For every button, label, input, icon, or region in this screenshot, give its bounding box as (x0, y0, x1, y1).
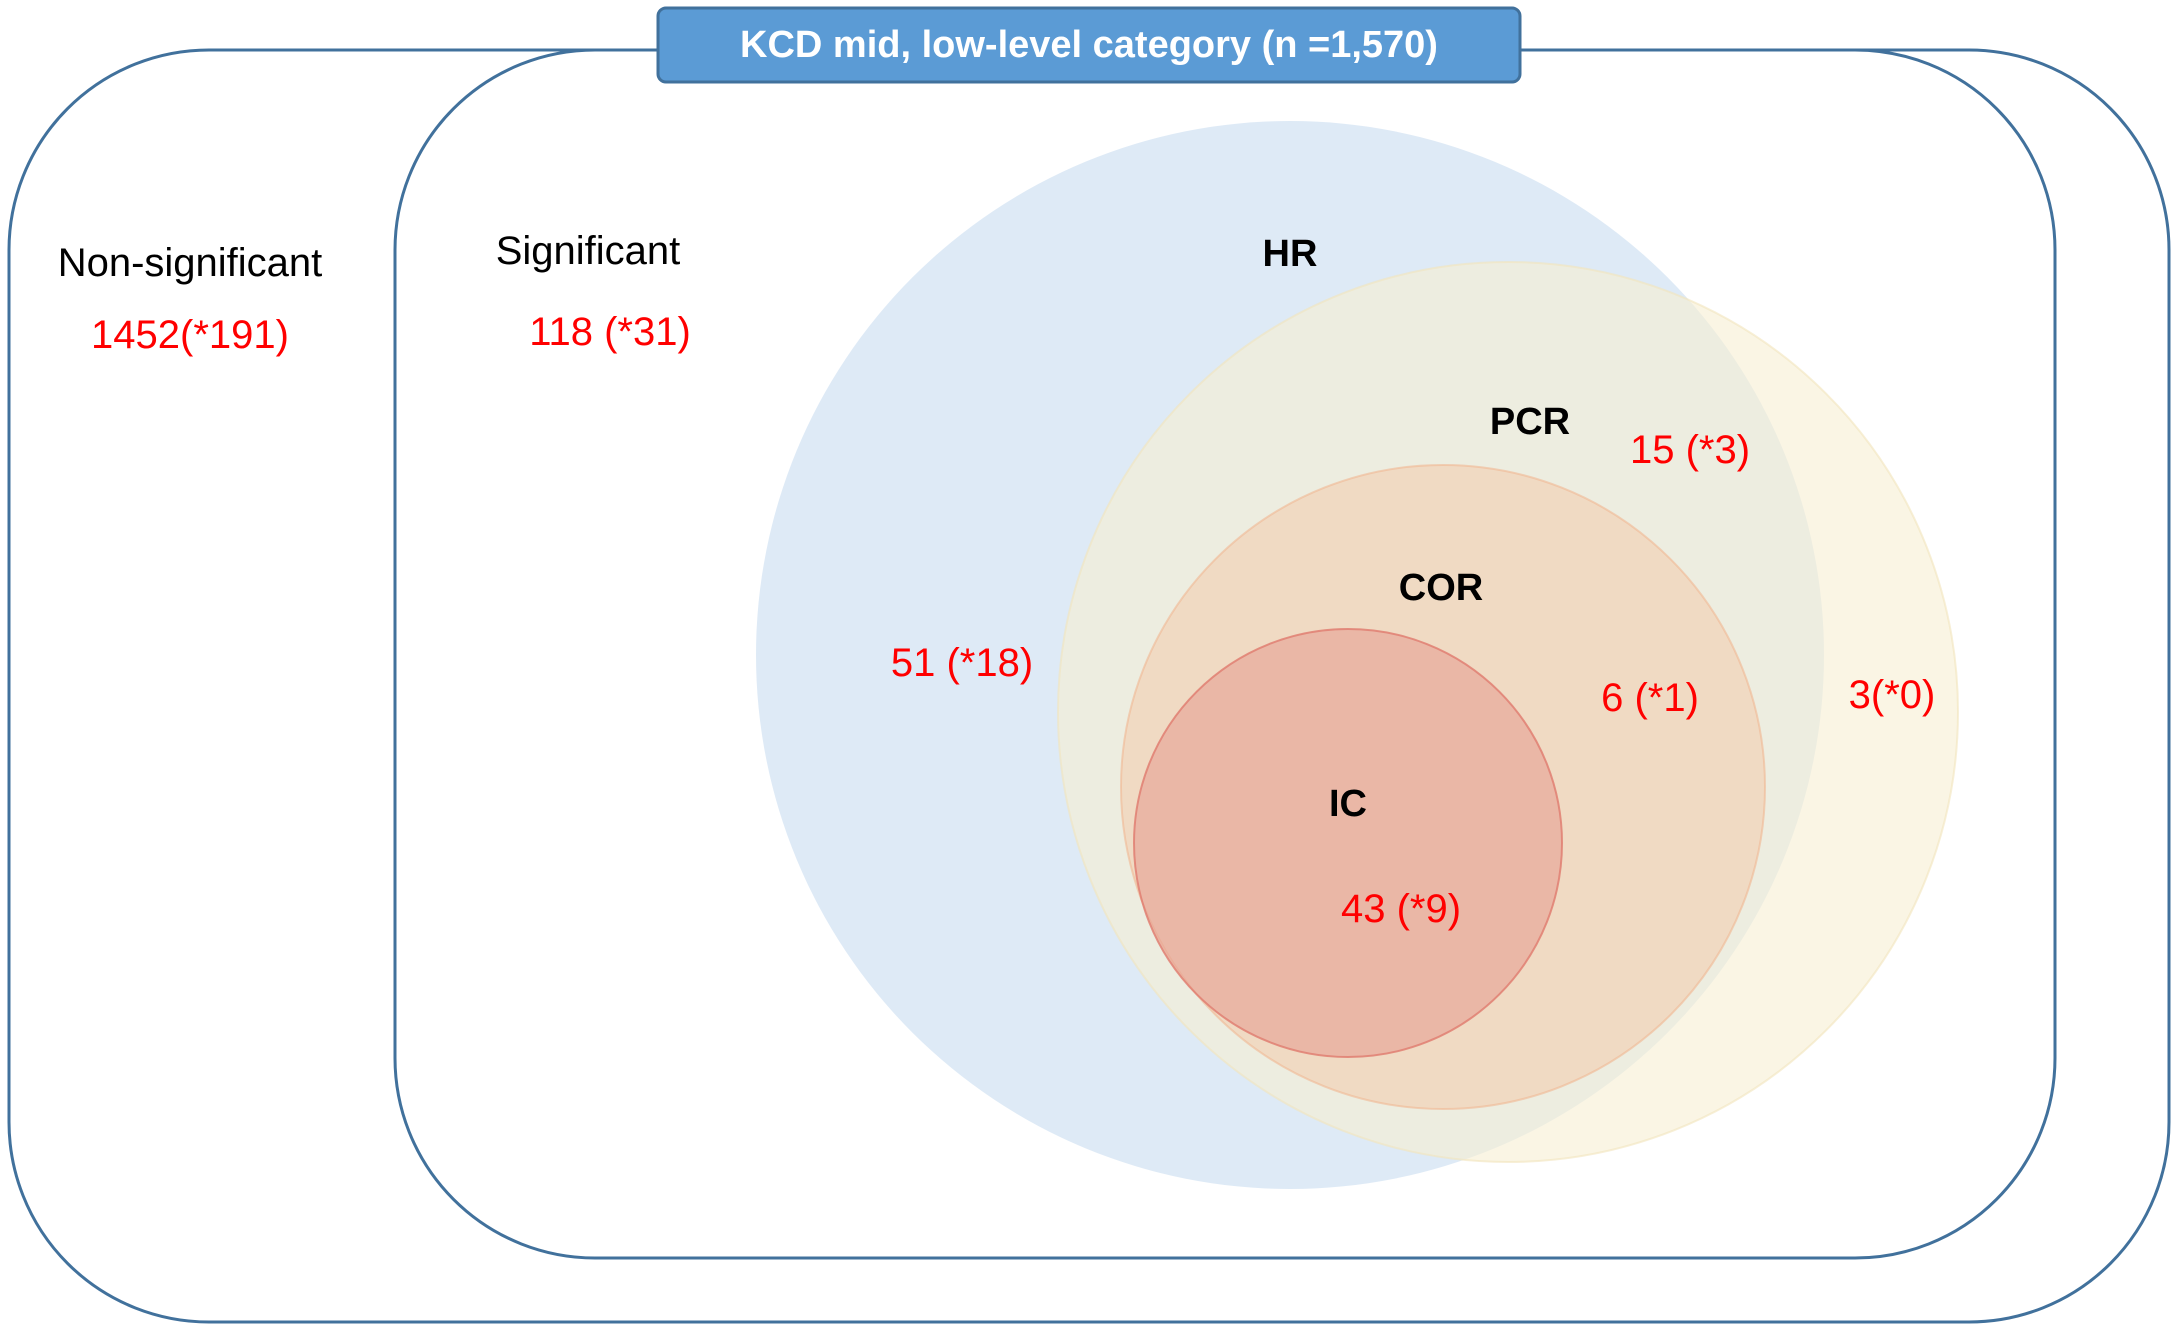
non-significant-label: Non-significant (58, 241, 323, 285)
pcr-label: PCR (1490, 401, 1570, 443)
significant-label: Significant (496, 229, 681, 273)
cor-label: COR (1399, 567, 1483, 609)
pcr-only-outside-count: 3(*0) (1849, 673, 1936, 717)
pcr-count: 15 (*3) (1630, 428, 1750, 472)
ic-count: 43 (*9) (1341, 887, 1461, 931)
title-box (656, 6, 1522, 84)
diagram-title: KCD mid, low-level category (n =1,570) (740, 24, 1438, 66)
cor-count: 6 (*1) (1601, 676, 1699, 720)
significant-count: 118 (*31) (529, 310, 691, 354)
hr-count: 51 (*18) (891, 641, 1033, 685)
hr-label: HR (1263, 233, 1318, 275)
ic-circle (1133, 628, 1563, 1058)
ic-label: IC (1329, 783, 1367, 825)
non-significant-count: 1452(*191) (91, 313, 289, 357)
